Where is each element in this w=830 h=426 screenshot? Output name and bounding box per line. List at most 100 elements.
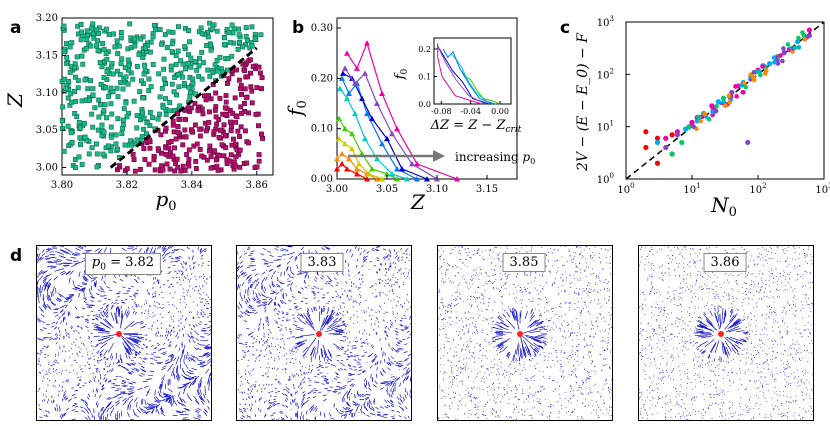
series-point xyxy=(424,176,430,182)
vector-arrow xyxy=(197,407,202,411)
vector-arrow xyxy=(176,374,180,380)
vector-arrow xyxy=(455,354,457,357)
phase-point xyxy=(173,53,179,59)
vector-arrow xyxy=(243,252,248,255)
vector-arrow xyxy=(504,283,506,286)
vector-arrow xyxy=(384,406,389,409)
vector-arrow xyxy=(145,246,149,252)
scatter-point xyxy=(689,121,695,126)
phase-point xyxy=(192,101,198,107)
vector-arrow xyxy=(312,392,317,394)
vector-arrow xyxy=(150,406,157,409)
series-point xyxy=(336,135,342,142)
vector-arrow xyxy=(95,318,99,321)
vector-arrow xyxy=(165,361,170,365)
vector-arrow xyxy=(320,308,323,315)
vector-arrow xyxy=(52,338,56,341)
vector-arrow xyxy=(135,246,138,247)
vector-arrow xyxy=(288,337,291,339)
vector-arrow xyxy=(178,347,181,352)
vector-arrow xyxy=(195,323,198,327)
vector-arrow xyxy=(296,314,300,316)
vector-arrow xyxy=(134,397,138,403)
vector-arrow xyxy=(347,355,351,358)
vector-arrow xyxy=(274,246,277,247)
vector-arrow xyxy=(252,368,255,370)
vector-arrow xyxy=(248,396,250,399)
phase-point xyxy=(102,102,108,108)
series-point xyxy=(354,65,360,71)
vector-arrow xyxy=(115,299,118,302)
vector-arrow xyxy=(99,342,108,349)
vector-arrow xyxy=(529,345,536,353)
phase-point xyxy=(187,39,193,45)
phase-point xyxy=(233,119,239,125)
phase-point xyxy=(212,62,218,68)
phase-point xyxy=(85,86,91,92)
scatter-point xyxy=(771,55,777,60)
tick-label: 0.30 xyxy=(311,23,333,34)
vector-arrow xyxy=(140,408,147,412)
vector-arrow xyxy=(336,272,339,276)
vector-arrow xyxy=(168,255,173,258)
vector-arrow xyxy=(169,246,174,249)
vector-arrow xyxy=(285,362,288,364)
vector-arrow xyxy=(290,417,292,420)
vector-arrow xyxy=(194,347,198,351)
vector-arrow xyxy=(199,248,202,252)
vector-arrow xyxy=(134,296,137,298)
phase-point xyxy=(206,148,212,154)
vector-arrow xyxy=(40,338,44,341)
vector-arrow xyxy=(310,356,313,361)
vector-arrow xyxy=(207,296,209,299)
vector-arrow xyxy=(255,284,257,289)
vector-arrow xyxy=(376,411,381,414)
vector-arrow xyxy=(441,272,443,274)
vector-arrow xyxy=(344,325,348,328)
vector-arrow xyxy=(274,320,276,322)
phase-point xyxy=(163,145,169,151)
phase-point xyxy=(221,122,227,128)
vector-arrow xyxy=(266,372,268,375)
vector-arrow xyxy=(439,314,442,316)
vector-arrow xyxy=(398,347,402,350)
phase-point xyxy=(59,118,65,124)
vector-arrow xyxy=(39,270,44,275)
vector-arrow xyxy=(39,353,42,355)
vector-arrow xyxy=(202,311,205,313)
vector-arrow xyxy=(204,351,210,355)
vector-arrow xyxy=(163,246,167,250)
vector-arrow xyxy=(405,370,409,375)
vector-arrow xyxy=(341,346,344,349)
vector-arrow xyxy=(202,262,205,264)
phase-point xyxy=(227,39,233,45)
vector-arrow xyxy=(237,359,240,362)
vector-arrow xyxy=(167,311,170,314)
vector-arrow xyxy=(101,387,105,391)
vector-arrow xyxy=(334,300,337,302)
vector-arrow xyxy=(203,411,207,415)
vector-arrow xyxy=(241,415,245,417)
vector-arrow xyxy=(467,392,469,394)
vector-arrow xyxy=(352,300,354,302)
vector-arrow xyxy=(75,248,81,251)
vector-arrow xyxy=(95,368,98,370)
tick-label: 3.82 xyxy=(116,180,138,191)
vector-arrow xyxy=(276,312,280,315)
phase-point xyxy=(62,76,67,82)
vector-arrow xyxy=(401,325,404,327)
vector-arrow xyxy=(87,338,90,340)
phase-point xyxy=(104,69,110,75)
vector-arrow xyxy=(205,302,207,305)
phase-point xyxy=(179,74,185,80)
vector-arrow xyxy=(59,270,66,274)
vector-arrow xyxy=(89,379,92,382)
vector-arrow xyxy=(400,329,404,331)
vector-arrow xyxy=(302,391,305,394)
vector-arrow xyxy=(583,290,585,292)
vector-arrow xyxy=(268,404,272,407)
vector-arrow xyxy=(394,319,397,322)
vector-arrow xyxy=(55,298,61,303)
vector-arrow xyxy=(84,416,89,420)
vector-arrow xyxy=(449,280,451,283)
